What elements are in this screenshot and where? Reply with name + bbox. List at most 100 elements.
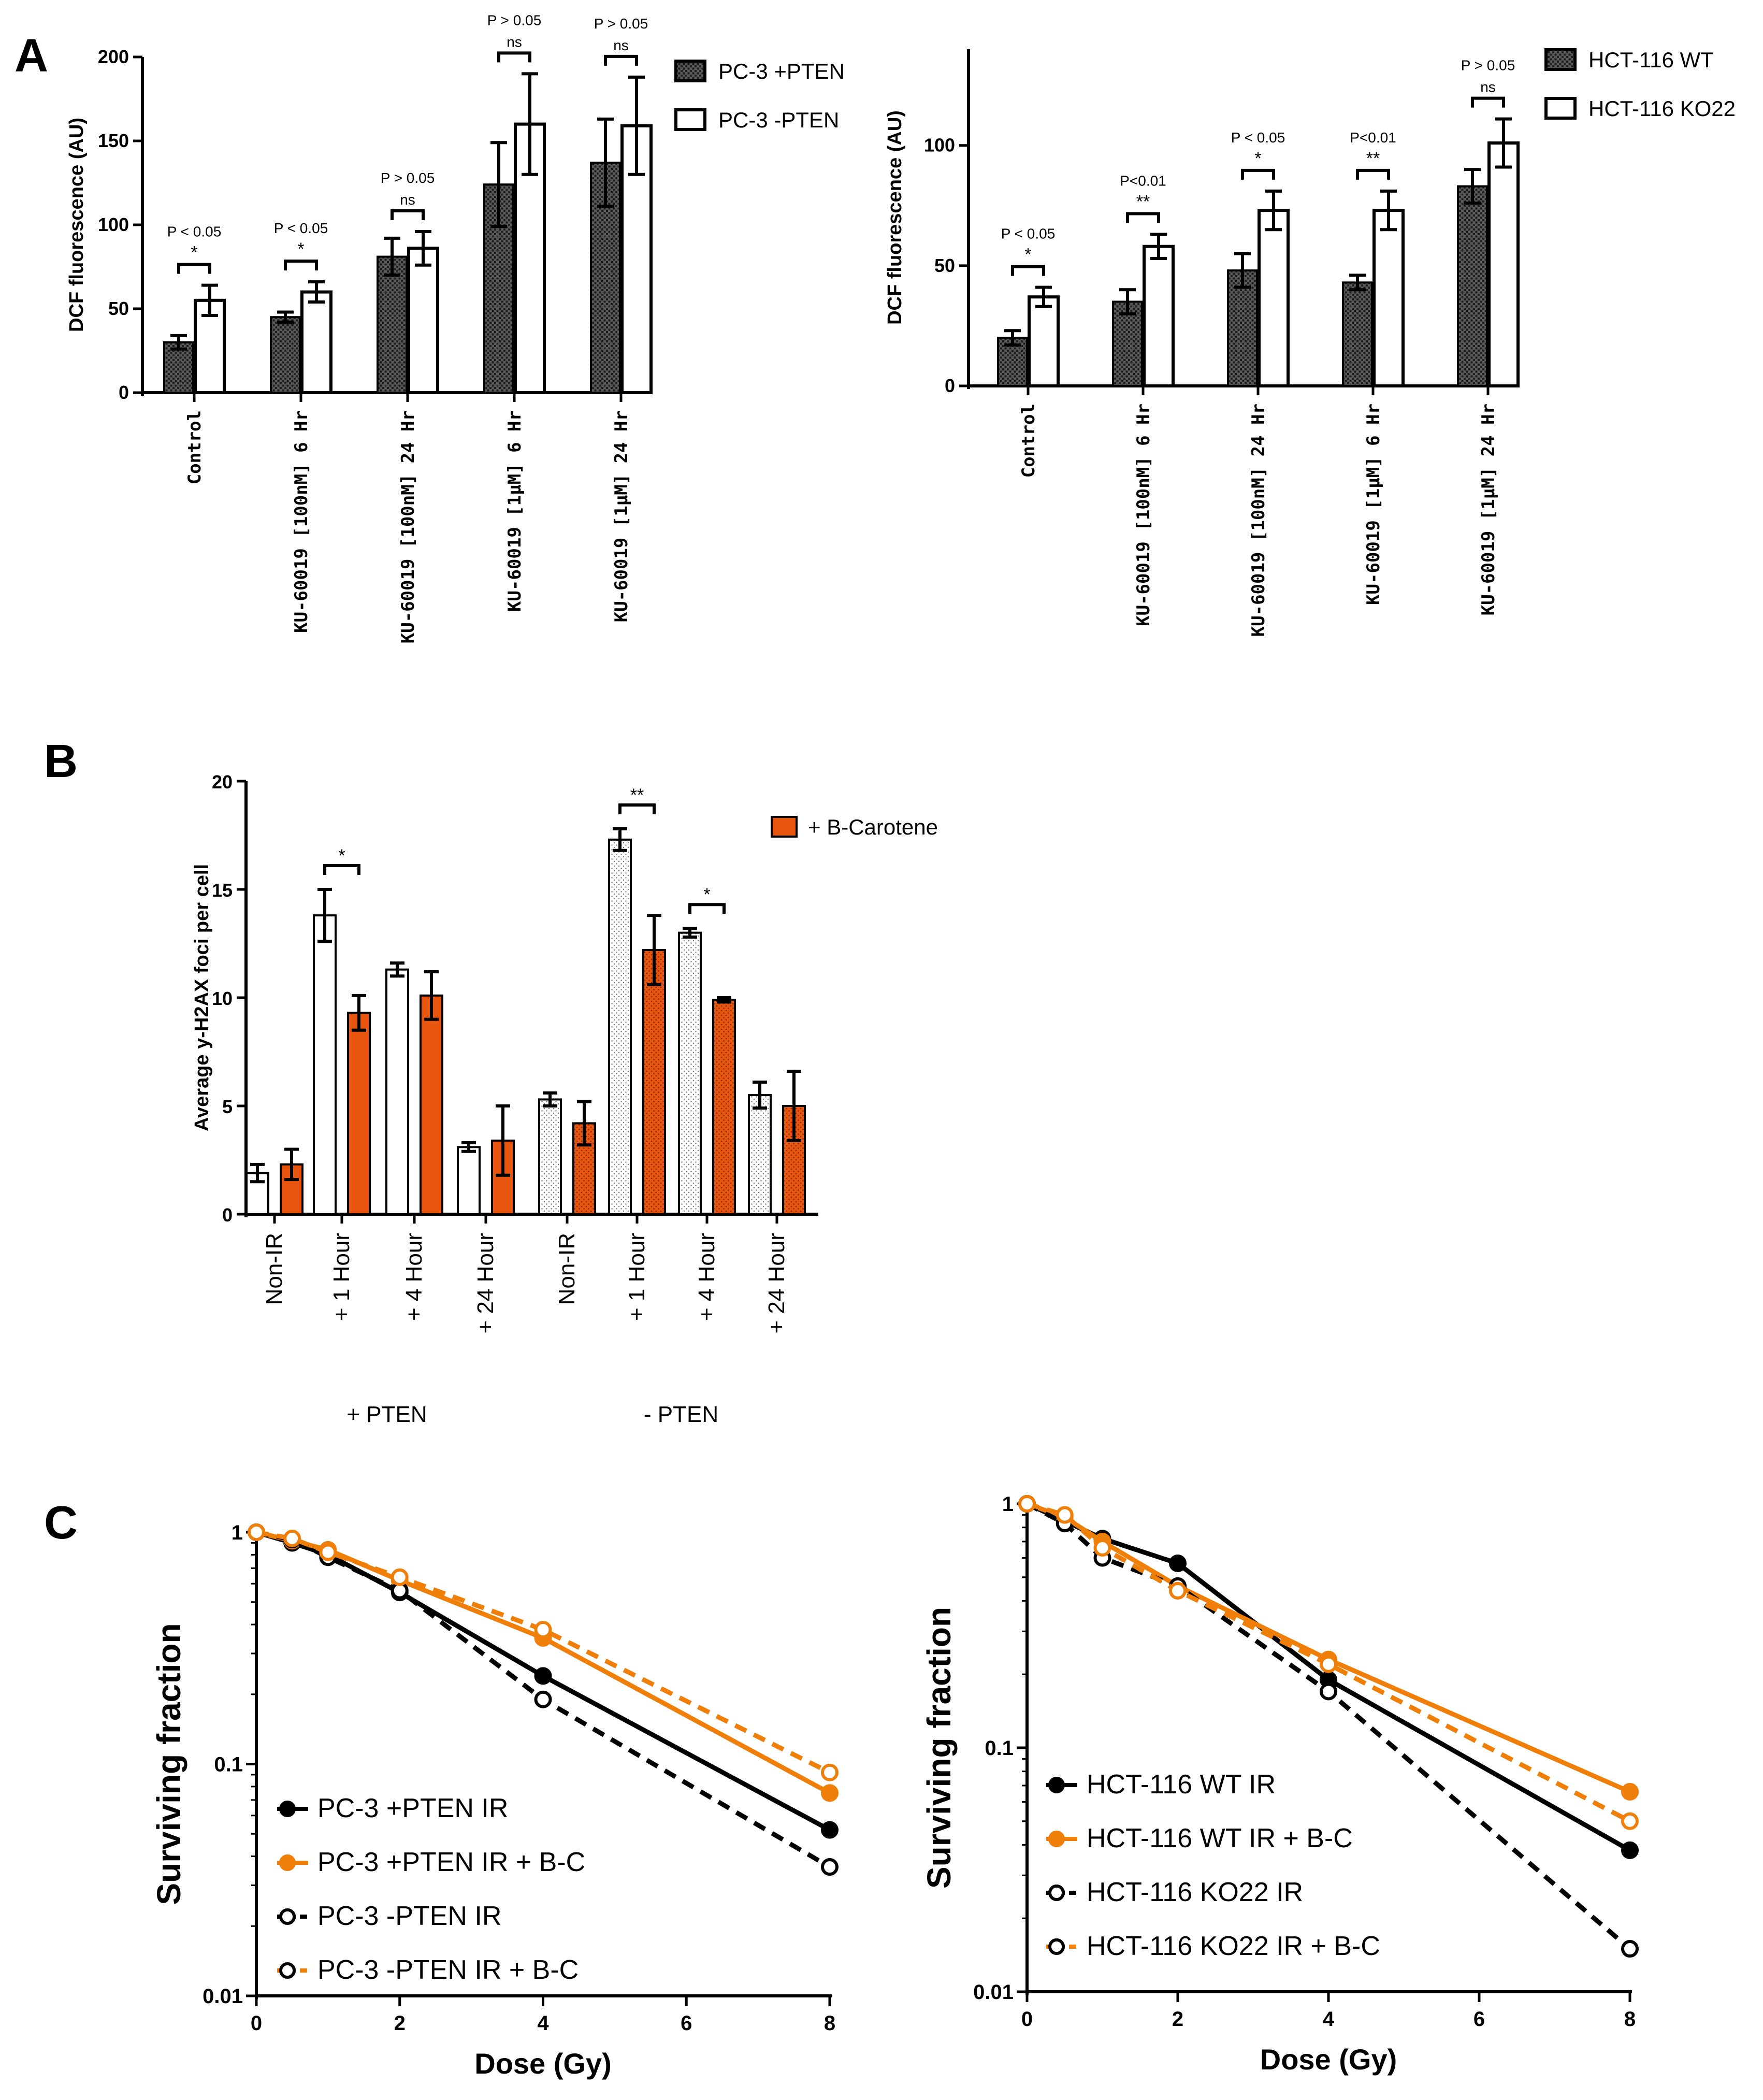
y-axis-label: Surviving fraction xyxy=(920,1607,958,1889)
x-tick-label: 0 xyxy=(251,2012,262,2035)
legend-marker xyxy=(1048,1885,1065,1901)
bar-HCT-116-KO22 xyxy=(1258,209,1290,387)
significance-bracket xyxy=(688,903,726,914)
y-tick-label: 50 xyxy=(108,298,129,319)
chart-a2-hct116-dcf: 0 50 100 DCF fluorescence (AU) Control * P < 0… xyxy=(884,48,1736,637)
y-tick-label: 15 xyxy=(212,880,233,901)
significance-bracket xyxy=(618,803,656,814)
curve-HCT-116-KO22-IR-+-B-C xyxy=(1026,1501,1631,1823)
chart-c2-hct116-survival: 0.01 0.1 1 0 2 4 6 8 Dose (Gy) Surviving fraction… xyxy=(920,1493,1639,2076)
x-tick-label: 6 xyxy=(681,2012,692,2035)
x-tick-label: 8 xyxy=(824,2012,835,2035)
category-label: + 1 Hour xyxy=(329,1233,354,1321)
p-value-label: P > 0.05 xyxy=(381,170,435,186)
legend-label: HCT-116 WT IR xyxy=(1087,1770,1276,1800)
x-tick-label: 4 xyxy=(537,2012,549,2035)
legend-label: PC-3 +PTEN IR xyxy=(317,1793,508,1823)
data-point xyxy=(319,1543,337,1561)
data-point xyxy=(534,1621,552,1639)
bar-+-PTEN-+-B-Carotene xyxy=(347,1012,371,1215)
group-label: - PTEN xyxy=(644,1402,718,1427)
p-value-label: P<0.01 xyxy=(1350,130,1396,146)
x-tick-label: 0 xyxy=(1021,2008,1033,2031)
y-tick-label: 0.1 xyxy=(985,1737,1014,1760)
significance-mark: ** xyxy=(1366,149,1380,168)
y-tick-label: 0.01 xyxy=(973,1981,1014,2004)
y-tick-label: 50 xyxy=(934,255,955,276)
x-tick-label: 2 xyxy=(1172,2008,1183,2031)
legend-marker xyxy=(279,1908,296,1925)
significance-bracket xyxy=(391,209,425,220)
category-label: KU-60019 [1µM] 24 Hr xyxy=(611,410,632,622)
legend-label: HCT-116 WT xyxy=(1588,48,1714,72)
significance-bracket xyxy=(323,864,360,875)
significance-bracket xyxy=(1356,168,1390,180)
y-tick-label: 1 xyxy=(232,1521,243,1544)
significance-bracket xyxy=(1011,265,1045,276)
legend-label: PC-3 +PTEN IR + B-C xyxy=(317,1847,585,1877)
panel-label-b: B xyxy=(44,736,78,787)
data-point xyxy=(1056,1506,1074,1524)
data-point xyxy=(248,1523,265,1541)
p-value-label: P<0.01 xyxy=(1120,173,1166,189)
y-tick-label: 0 xyxy=(222,1204,233,1226)
significance-mark: * xyxy=(191,243,197,263)
data-point xyxy=(821,1858,839,1876)
bar-+-PTEN xyxy=(457,1146,481,1215)
legend-swatch xyxy=(1544,48,1577,71)
significance-mark: * xyxy=(1024,245,1031,265)
y-tick-label: 10 xyxy=(212,988,233,1009)
bar-+-PTEN xyxy=(385,968,409,1216)
data-point xyxy=(1621,1782,1639,1801)
p-value-label: P < 0.05 xyxy=(167,224,222,240)
bar---PTEN xyxy=(608,838,632,1215)
legend-label: HCT-116 KO22 IR xyxy=(1087,1877,1303,1907)
category-label: KU-60019 [100nM] 24 Hr xyxy=(398,410,418,643)
significance-mark: * xyxy=(1254,149,1261,168)
significance-mark: ns xyxy=(613,37,629,53)
x-tick-label: 2 xyxy=(394,2012,406,2035)
significance-mark: * xyxy=(338,846,345,866)
bar---PTEN-+-B-Carotene xyxy=(712,999,736,1216)
legend-label: HCT-116 WT IR + B-C xyxy=(1087,1823,1353,1853)
category-label: KU-60019 [100nM] 6 Hr xyxy=(291,410,312,633)
bar-PC-3--PTEN xyxy=(300,290,333,394)
data-point xyxy=(1320,1682,1337,1701)
data-point xyxy=(821,1821,839,1839)
p-value-label: P < 0.05 xyxy=(1231,130,1285,146)
legend-label: + B-Carotene xyxy=(808,815,938,839)
legend-swatch xyxy=(674,108,706,131)
y-tick-label: 100 xyxy=(924,135,955,156)
category-label: Non-IR xyxy=(262,1233,287,1305)
significance-mark: * xyxy=(297,239,304,259)
significance-mark: ** xyxy=(1136,192,1150,212)
legend-label: PC-3 +PTEN xyxy=(718,59,845,83)
category-label: Control xyxy=(1018,404,1039,478)
significance-mark: ** xyxy=(630,785,644,805)
curve-HCT-116-WT-IR-+-B-C xyxy=(1026,1501,1631,1794)
p-value-label: P > 0.05 xyxy=(594,16,648,32)
legend-marker xyxy=(1048,1938,1065,1955)
significance-bracket xyxy=(1126,212,1160,223)
category-label: KU-60019 [1µM] 6 Hr xyxy=(1363,404,1384,605)
group-label: + PTEN xyxy=(346,1402,427,1427)
y-axis-label: DCF fluorescence (AU) xyxy=(66,118,88,332)
bar-HCT-116-KO22 xyxy=(1028,295,1060,388)
significance-mark: ns xyxy=(1480,79,1496,95)
category-label: Non-IR xyxy=(554,1233,580,1305)
p-value-label: P > 0.05 xyxy=(1461,57,1515,74)
legend-swatch xyxy=(1544,97,1577,120)
bar---PTEN xyxy=(538,1098,562,1215)
data-point xyxy=(1018,1495,1036,1513)
significance-bracket xyxy=(1241,168,1275,180)
data-point xyxy=(1169,1581,1187,1600)
category-label: KU-60019 [1µM] 6 Hr xyxy=(504,410,525,612)
y-tick-label: 150 xyxy=(98,130,129,151)
bar-HCT-116-WT xyxy=(1457,185,1488,387)
y-tick-label: 0 xyxy=(945,375,955,396)
category-label: + 24 Hour xyxy=(473,1233,498,1333)
bar-PC-3-+PTEN xyxy=(270,316,301,394)
significance-bracket xyxy=(1471,96,1505,108)
p-value-label: P > 0.05 xyxy=(487,12,542,28)
